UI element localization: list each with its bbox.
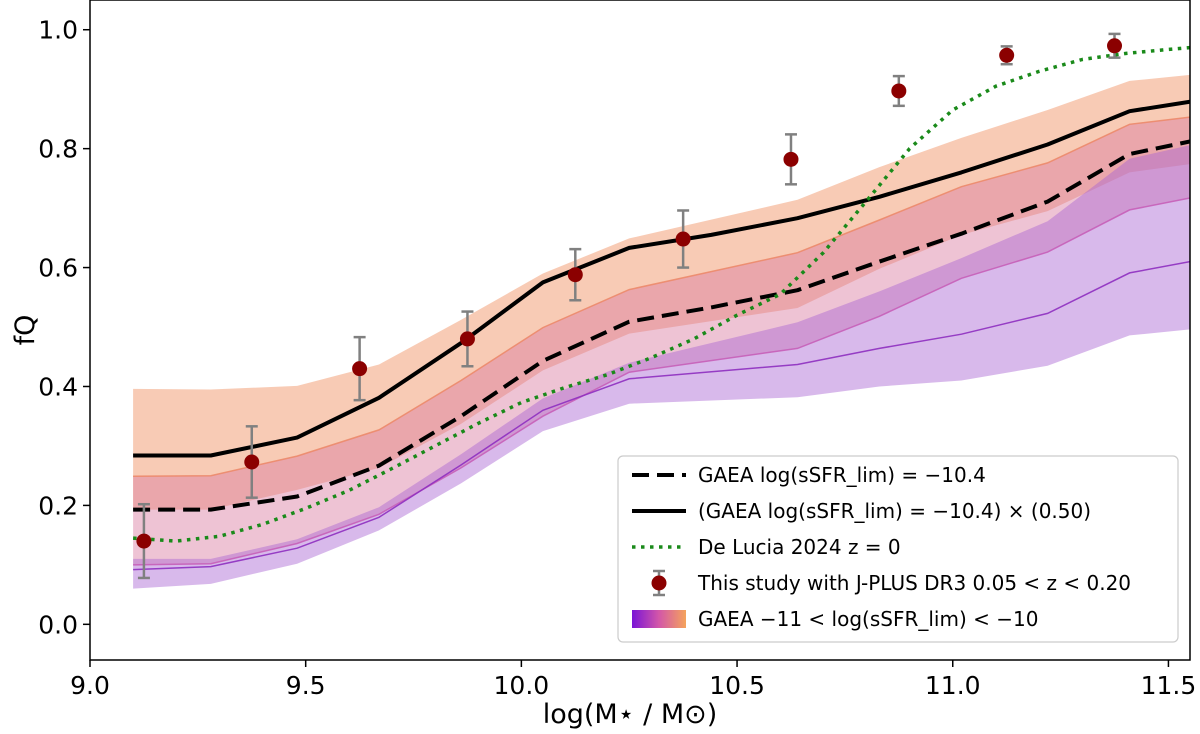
- data-point: [891, 83, 907, 99]
- legend-gradient-swatch: [632, 610, 686, 628]
- legend-box: [617, 455, 1179, 643]
- x-tick-label: 11.0: [925, 671, 981, 700]
- y-tick-label: 0.4: [38, 372, 78, 401]
- points-layer: [136, 32, 1123, 580]
- y-tick-label: 0.2: [38, 491, 78, 520]
- x-tick-label: 10.0: [494, 671, 550, 700]
- dotted-series-line: [132, 45, 1190, 543]
- y-tick-label: 0.8: [38, 135, 78, 164]
- legend-label: GAEA log(sSFR_lim) = −10.4: [698, 463, 986, 487]
- solid-series-line: [133, 99, 1190, 458]
- x-axis-label: log(M⋆ / M⊙): [543, 699, 718, 730]
- legend-point-swatch: [651, 575, 667, 591]
- y-axis-label: fQ: [10, 315, 41, 346]
- data-point: [675, 231, 691, 247]
- y-tick-label: 1.0: [38, 16, 78, 45]
- x-tick-label: 10.5: [709, 671, 765, 700]
- band-pink: [133, 117, 1190, 565]
- x-tick-label: 11.5: [1141, 671, 1197, 700]
- data-point: [567, 267, 583, 283]
- legend-label: (GAEA log(sSFR_lim) = −10.4) × (0.50): [698, 499, 1091, 523]
- data-point: [352, 361, 368, 377]
- band-edge-line-2: [133, 260, 1190, 571]
- data-point: [999, 47, 1015, 63]
- x-tick-label: 9.5: [286, 671, 326, 700]
- data-point: [783, 151, 799, 167]
- axes-frame: [89, 0, 1191, 661]
- legend-label: This study with J-PLUS DR3 0.05 < z < 0.…: [697, 571, 1131, 595]
- dashed-series-line: [133, 139, 1190, 512]
- data-point: [136, 533, 152, 549]
- y-tick-label: 0.6: [38, 254, 78, 283]
- axes-layer: 9.0 9.5 10.0 10.5 11.0 11.5 0.0 0.2 0.4 0.6 0.8 1.0…: [10, 0, 1196, 730]
- data-point: [1107, 38, 1123, 54]
- band-purple: [133, 145, 1190, 589]
- y-tick-label: 0.0: [38, 610, 78, 639]
- band-edge-line-1: [133, 197, 1190, 566]
- legend-label: GAEA −11 < log(sSFR_lim) < −10: [698, 607, 1038, 631]
- band-edge-line-0: [133, 116, 1190, 478]
- legend-label: De Lucia 2024 z = 0: [698, 535, 901, 559]
- data-point: [244, 454, 260, 470]
- band-edges-layer: [133, 116, 1190, 571]
- series-layer: [132, 45, 1190, 543]
- x-tick-label: 9.0: [70, 671, 110, 700]
- legend: GAEA log(sSFR_lim) = −10.4 (GAEA log(sSFR…: [617, 455, 1179, 643]
- data-point: [459, 331, 475, 347]
